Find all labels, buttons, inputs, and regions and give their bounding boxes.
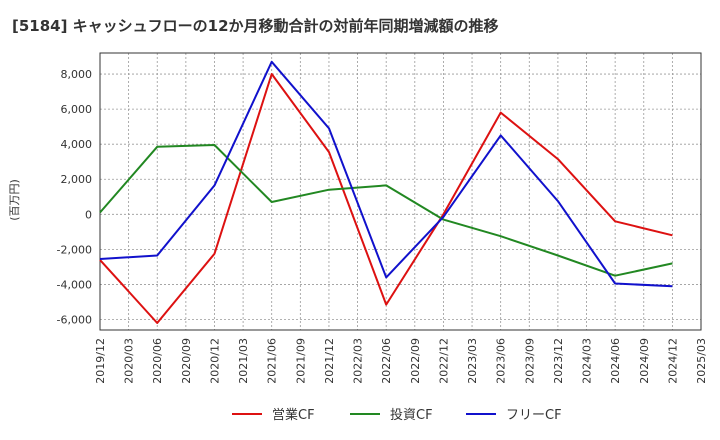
y-tick-label: -4,000	[57, 278, 92, 291]
x-tick-label: 2023/12	[552, 338, 565, 384]
y-tick-label: -2,000	[57, 243, 92, 256]
x-tick-label: 2022/12	[437, 338, 450, 384]
x-tick-label: 2021/09	[294, 338, 307, 384]
x-tick-label: 2022/06	[380, 338, 393, 384]
y-tick-label: 6,000	[61, 103, 93, 116]
x-tick-label: 2019/12	[94, 338, 107, 384]
x-tick-label: 2024/06	[609, 338, 622, 384]
y-tick-label: 2,000	[61, 173, 93, 186]
chart-title: [5184] キャッシュフローの12か月移動合計の対前年同期増減額の推移	[12, 17, 499, 35]
x-tick-label: 2024/03	[581, 338, 594, 384]
series-line	[99, 60, 673, 288]
x-tick-label: 2022/09	[409, 338, 422, 384]
x-tick-label: 2023/09	[523, 338, 536, 384]
grid-lines	[100, 53, 701, 330]
x-tick-label: 2025/03	[695, 338, 708, 384]
x-tick-label: 2023/06	[495, 338, 508, 384]
y-tick-label: 0	[85, 208, 92, 221]
x-tick-label: 2020/03	[123, 338, 136, 384]
x-tick-label: 2020/06	[151, 338, 164, 384]
series-line	[99, 73, 673, 324]
series-lines	[99, 60, 673, 324]
x-tick-label: 2020/09	[180, 338, 193, 384]
x-tick-label: 2023/03	[466, 338, 479, 384]
x-tick-label: 2020/12	[208, 338, 221, 384]
legend-label: 投資CF	[390, 407, 433, 423]
x-tick-label: 2022/03	[352, 338, 365, 384]
y-tick-label: 8,000	[61, 68, 93, 81]
plot-frame	[99, 52, 702, 331]
x-tick-label: 2024/12	[666, 338, 679, 384]
series-line	[99, 144, 673, 277]
y-tick-label: 4,000	[61, 138, 93, 151]
x-tick-label: 2021/06	[266, 338, 279, 384]
y-axis-ticks: 8,000 6,000 4,000 2,000 0 -2,000 -4,000 -6,000	[57, 68, 92, 326]
legend: 営業CF 投資CF フリーCF	[232, 407, 562, 423]
y-axis-label: (百万円)	[8, 179, 21, 221]
x-tick-label: 2024/09	[638, 338, 651, 384]
legend-label: 営業CF	[272, 407, 315, 423]
x-axis-ticks: 2019/12 2020/03 2020/06 2020/09 2020/12 2021/…	[94, 338, 708, 384]
y-tick-label: -6,000	[57, 313, 92, 326]
x-tick-label: 2021/12	[323, 338, 336, 384]
x-tick-label: 2021/03	[237, 338, 250, 384]
legend-label: フリーCF	[506, 408, 562, 423]
